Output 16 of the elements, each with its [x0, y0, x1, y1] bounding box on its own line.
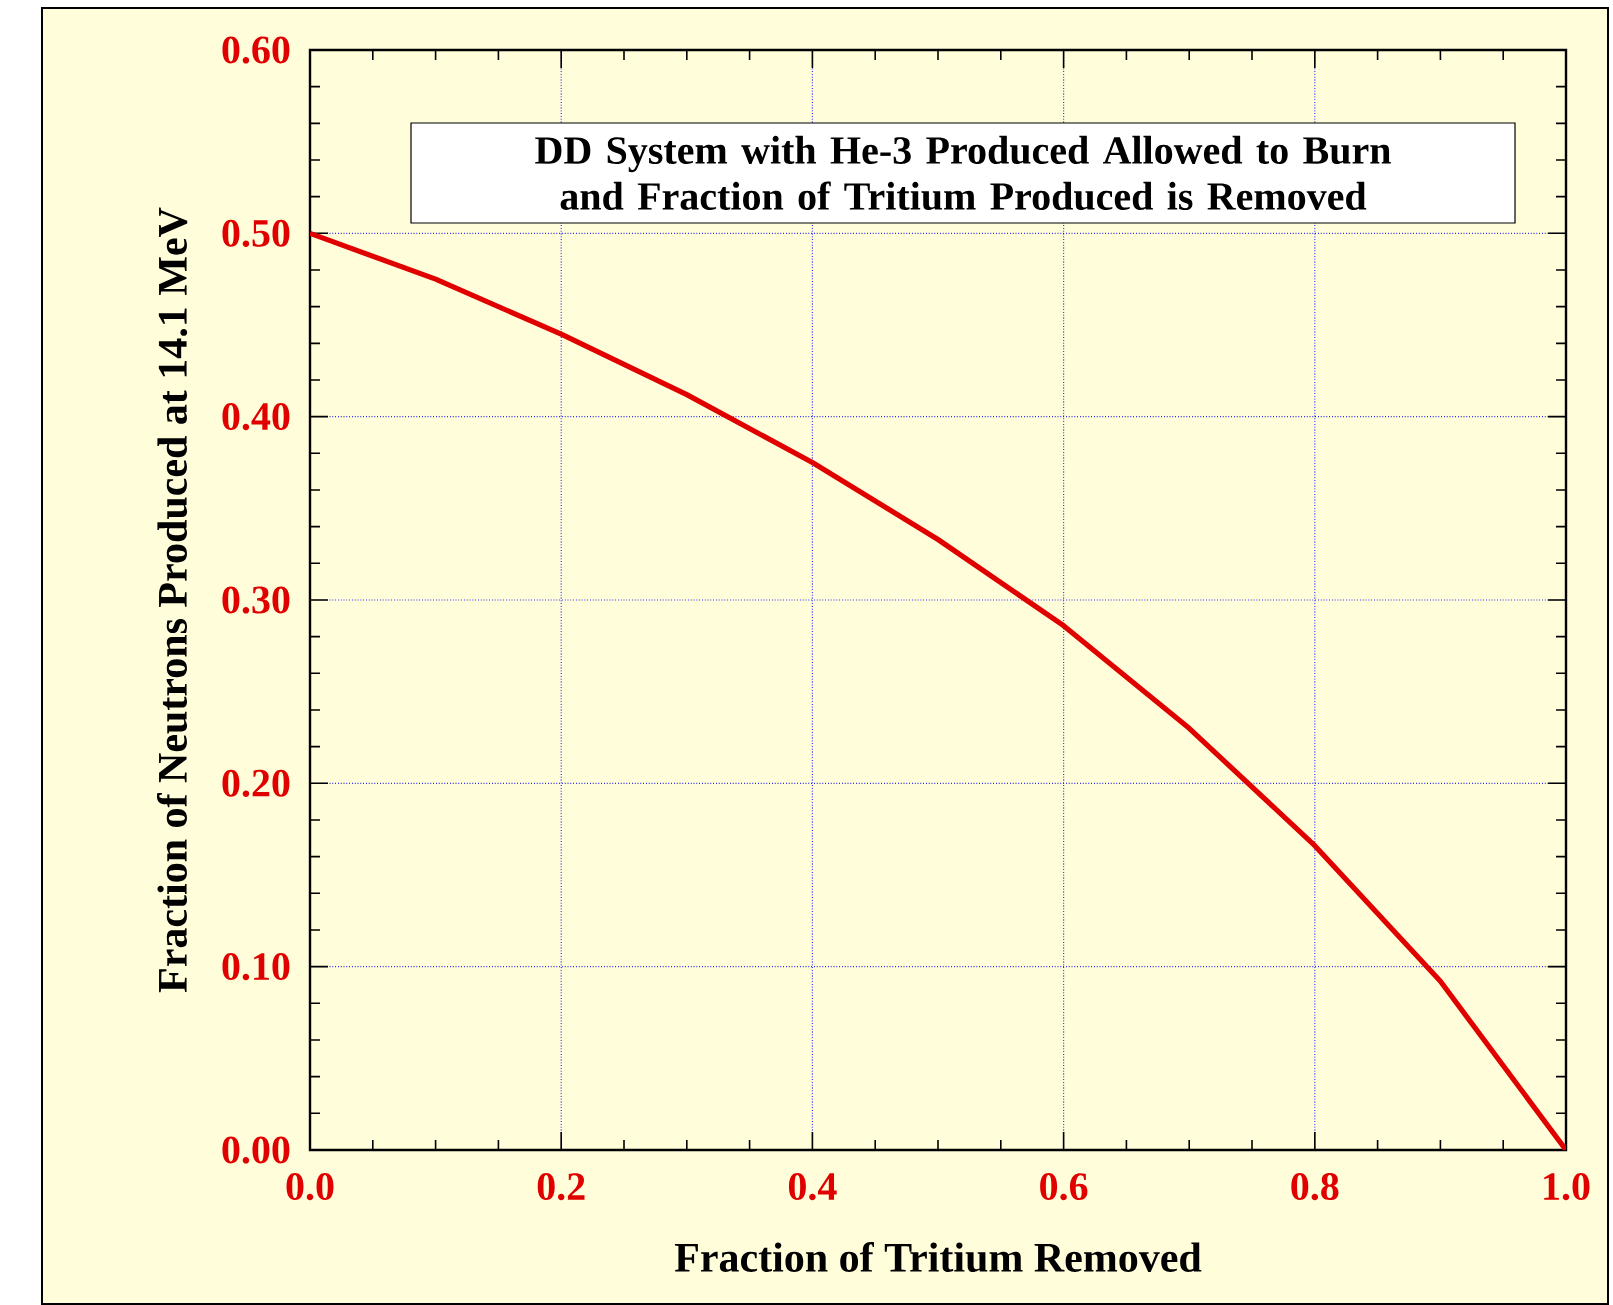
- y-tick-label: 0.10: [222, 953, 290, 981]
- x-tick-label: 0.0: [286, 1173, 334, 1201]
- y-tick-label: 0.60: [222, 36, 290, 64]
- text: DD System with He-3 Produced Allowed to Burn and Fraction of Tritium Produced is Removed: [535, 135, 1391, 211]
- x-axis-title: Fraction of Tritium Removed: [674, 1241, 1202, 1273]
- y-axis-title: Fraction of Neutrons Produced at 14.1 MeV: [156, 207, 188, 993]
- y-tick-label: 0.00: [222, 1136, 290, 1164]
- x-tick-label: 0.6: [1040, 1173, 1088, 1201]
- y-tick-label: 0.40: [222, 403, 290, 431]
- x-tick-label: 0.8: [1291, 1173, 1339, 1201]
- x-tick-label: 0.4: [788, 1173, 837, 1201]
- y-tick-label: 0.30: [222, 586, 290, 614]
- x-tick-label: 0.2: [537, 1173, 585, 1201]
- y-tick-label: 0.50: [222, 219, 290, 247]
- x-tick-label: 1.0: [1544, 1173, 1590, 1201]
- y-tick-label: 0.20: [222, 769, 290, 797]
